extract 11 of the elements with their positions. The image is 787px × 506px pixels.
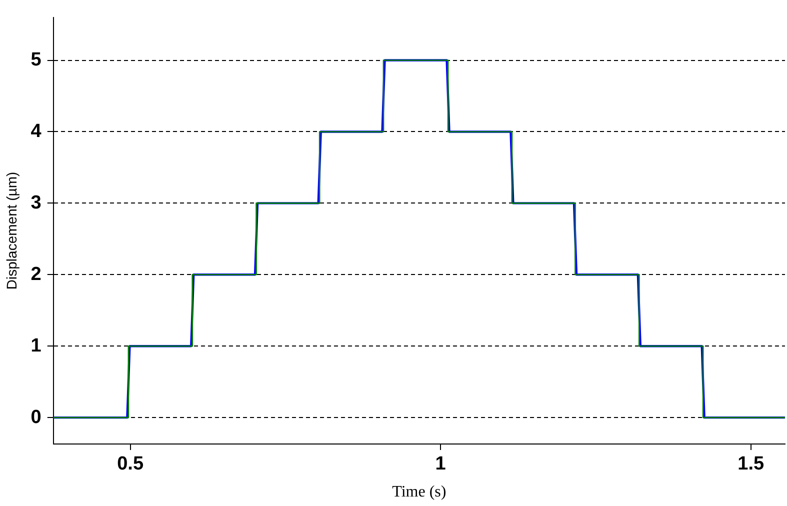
y-tick-label: 1 <box>30 335 42 356</box>
y-tick-label: 5 <box>30 50 42 71</box>
x-tick-label: 1 <box>435 454 446 475</box>
y-axis-title: Displacement (µm) <box>3 172 20 290</box>
x-axis-title: Time (s) <box>392 484 446 501</box>
y-tick-label: 0 <box>30 406 42 428</box>
x-tick-label: 1.5 <box>738 454 765 475</box>
y-tick-label: 3 <box>30 192 42 214</box>
y-tick-label: 4 <box>30 120 42 142</box>
y-tick-label: 2 <box>30 264 42 285</box>
x-tick-label: 0.5 <box>117 454 144 475</box>
